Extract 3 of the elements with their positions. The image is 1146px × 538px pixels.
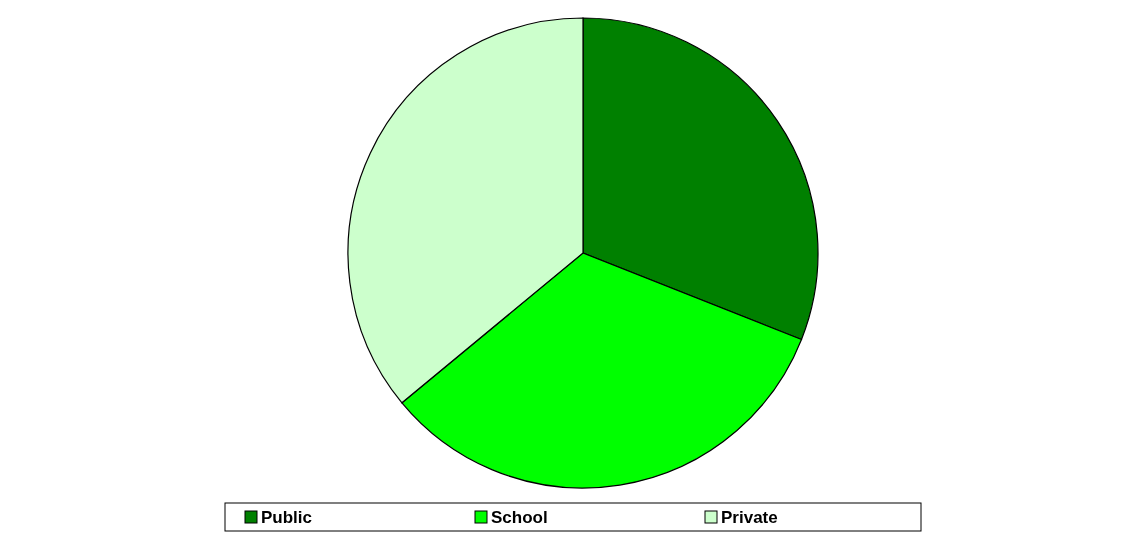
legend-label: Private: [721, 508, 778, 527]
legend-label: School: [491, 508, 548, 527]
legend-label: Public: [261, 508, 313, 527]
